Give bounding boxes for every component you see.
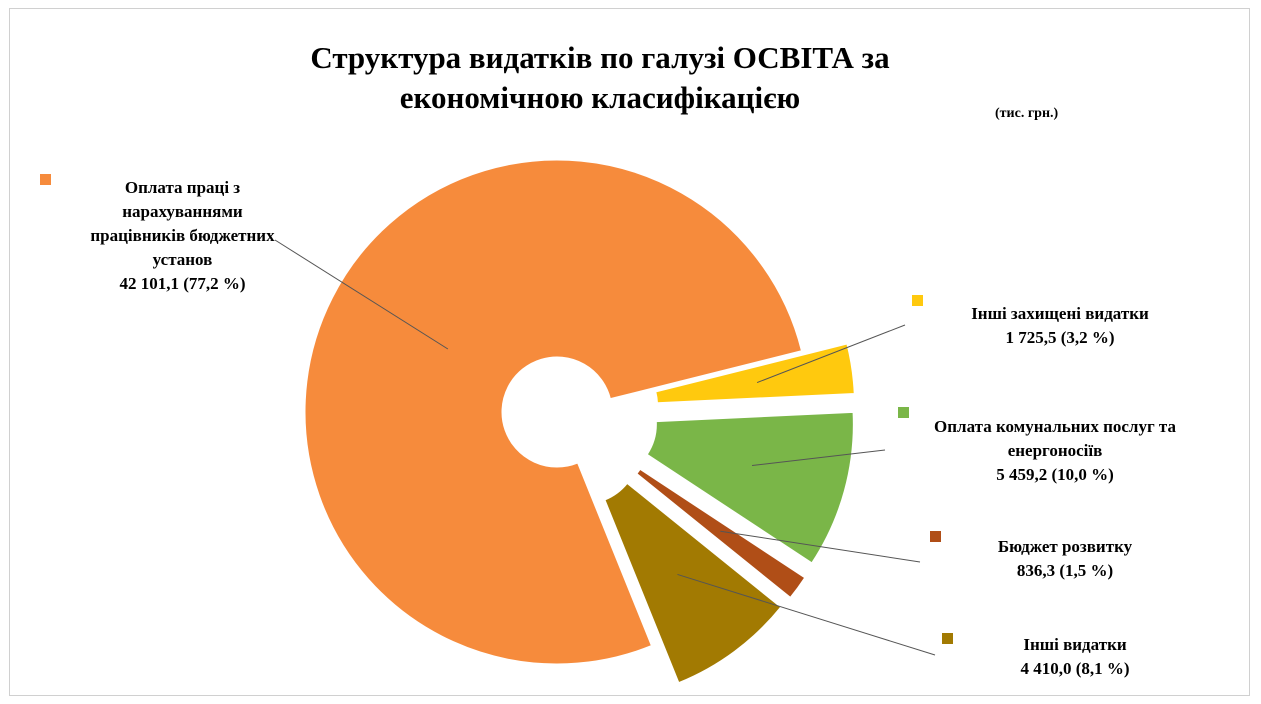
slice bbox=[604, 482, 782, 684]
category-label: Інші видатки bbox=[1023, 635, 1127, 654]
category-label: Оплата праці з нарахуваннями працівників… bbox=[90, 178, 275, 269]
slice bbox=[636, 468, 806, 599]
leader-line bbox=[751, 449, 886, 467]
frame bbox=[9, 8, 1250, 696]
leader-line bbox=[756, 324, 906, 384]
legend-swatch bbox=[930, 531, 941, 542]
legend-swatch bbox=[942, 633, 953, 644]
slice bbox=[655, 343, 855, 404]
leader-line bbox=[720, 530, 921, 563]
value-label: 5 459,2 (10,0 %) bbox=[996, 465, 1114, 484]
slice-label: Оплата праці з нарахуваннями працівників… bbox=[75, 176, 290, 296]
category-label: Оплата комунальних послуг та енергоносії… bbox=[934, 417, 1176, 460]
slice-label: Інші захищені видатки 1 725,5 (3,2 %) bbox=[935, 302, 1185, 350]
slice bbox=[646, 411, 854, 564]
legend-swatch bbox=[898, 407, 909, 418]
slice-label: Бюджет розвитку 836,3 (1,5 %) bbox=[960, 535, 1170, 583]
slice-label: Інші видатки 4 410,0 (8,1 %) bbox=[985, 633, 1165, 681]
value-label: 1 725,5 (3,2 %) bbox=[1005, 328, 1115, 347]
value-label: 42 101,1 (77,2 %) bbox=[119, 274, 246, 293]
value-label: 836,3 (1,5 %) bbox=[1016, 561, 1114, 580]
legend-swatch bbox=[40, 174, 51, 185]
leader-line bbox=[677, 573, 936, 656]
chart-title: Структура видатків по галузі ОСВІТА за е… bbox=[310, 40, 890, 115]
category-label: Інші захищені видатки bbox=[971, 304, 1149, 323]
slice bbox=[304, 159, 803, 665]
leader-line bbox=[274, 239, 449, 350]
unit-label: (тис. грн.) bbox=[995, 106, 1059, 121]
legend-swatch bbox=[912, 295, 923, 306]
slice-label: Оплата комунальних послуг та енергоносії… bbox=[920, 415, 1190, 487]
value-label: 4 410,0 (8,1 %) bbox=[1020, 659, 1130, 678]
category-label: Бюджет розвитку bbox=[997, 537, 1133, 556]
